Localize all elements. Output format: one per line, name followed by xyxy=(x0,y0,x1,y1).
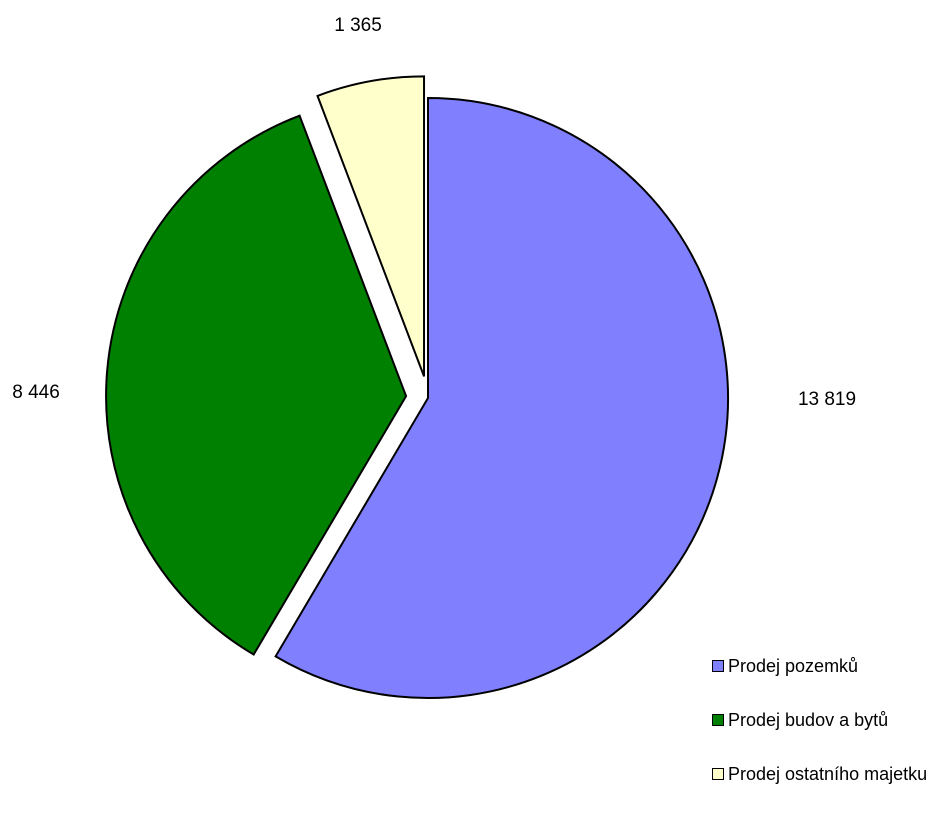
legend-swatch-ostatni xyxy=(712,768,724,780)
data-label-ostatni: 1 365 xyxy=(334,15,382,36)
legend-item-ostatni: Prodej ostatního majetku xyxy=(712,762,948,786)
legend-item-pozemky: Prodej pozemků xyxy=(712,654,948,678)
legend-item-budovy: Prodej budov a bytů xyxy=(712,708,948,732)
data-label-budovy: 8 446 xyxy=(12,382,60,403)
legend-label-ostatni: Prodej ostatního majetku xyxy=(728,763,928,784)
data-label-pozemky: 13 819 xyxy=(798,389,856,410)
legend-label-budovy: Prodej budov a bytů xyxy=(728,709,889,730)
pie-slice-budovy xyxy=(105,114,408,656)
legend-label-pozemky: Prodej pozemků xyxy=(728,655,859,676)
legend-swatch-budovy xyxy=(712,714,724,726)
pie-chart: 13 819 8 446 1 365 xyxy=(12,15,856,699)
legend-swatch-pozemky xyxy=(712,660,724,672)
chart-legend: Prodej pozemků Prodej budov a bytů Prode… xyxy=(712,654,948,816)
pie-slice-pozemky xyxy=(274,96,729,699)
pie-slice-ostatni xyxy=(316,75,426,377)
